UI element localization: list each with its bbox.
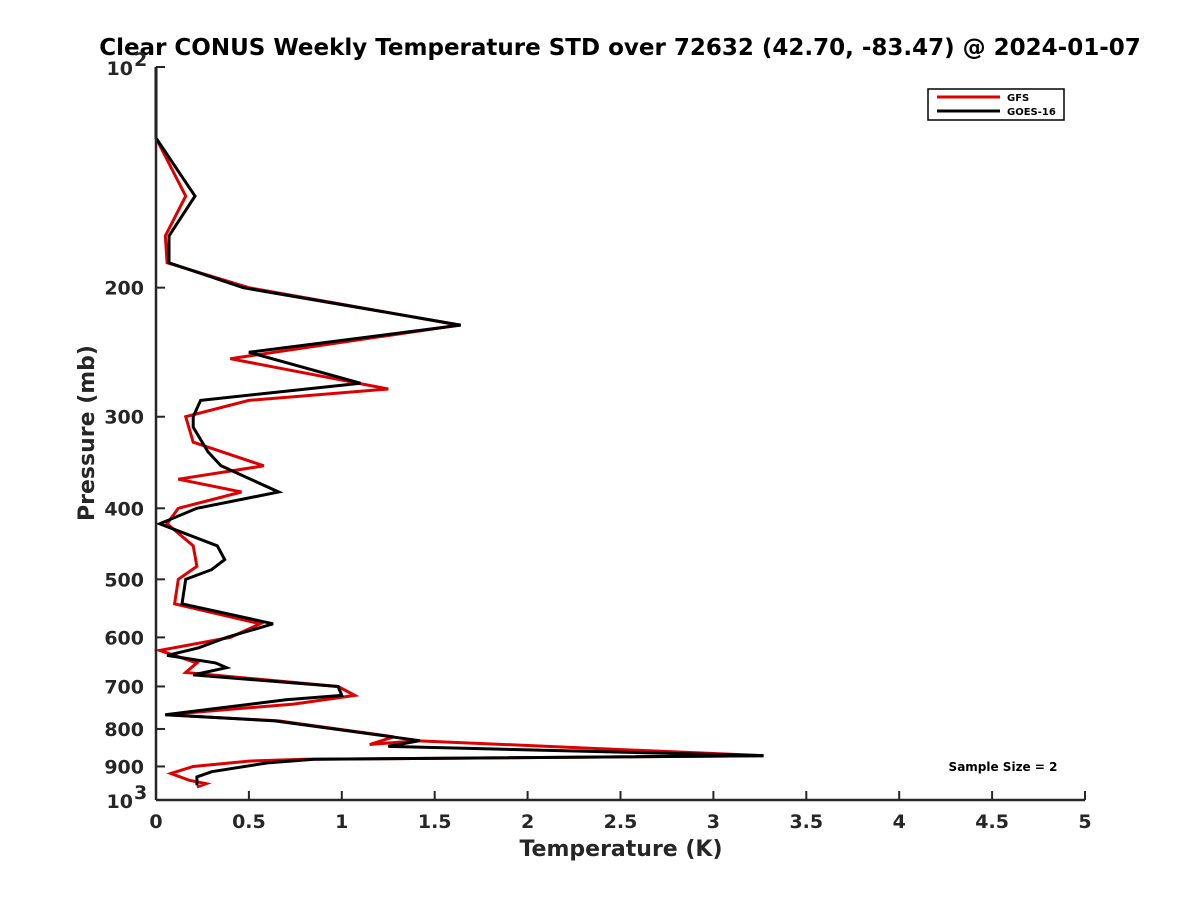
x-tick-label: 3 — [707, 811, 720, 833]
y-tick-label: 600 — [104, 627, 144, 649]
plot-lines — [153, 67, 764, 789]
y-tick-label: 900 — [104, 756, 144, 778]
x-tick-label: 0.5 — [232, 811, 266, 833]
x-tick-label: 5 — [1078, 811, 1091, 833]
y-tick-label: 800 — [104, 719, 144, 741]
axes — [154, 67, 1085, 802]
x-tick-label: 1.5 — [418, 811, 452, 833]
x-tick-label: 3.5 — [789, 811, 823, 833]
legend-label-0: GFS — [1007, 93, 1029, 104]
y-tick-label-exponent: 3 — [134, 782, 147, 804]
legend-box — [927, 88, 1065, 121]
sample-size-annotation: Sample Size = 2 — [949, 760, 1058, 774]
x-tick-label: 4.5 — [975, 811, 1009, 833]
y-tick-label: 500 — [104, 569, 144, 591]
legend-label-1: GOES-16 — [1007, 107, 1056, 118]
y-tick-label: 400 — [104, 498, 144, 520]
y-tick-label: 200 — [104, 278, 144, 300]
y-tick-label: 700 — [104, 676, 144, 698]
y-tick-label-base: 10 — [107, 791, 133, 813]
y-axis-label: Pressure (mb) — [75, 345, 100, 521]
x-tick-label: 4 — [893, 811, 906, 833]
y-tick-label-exponent: 2 — [134, 49, 147, 71]
legend: GFS GOES-16 — [927, 88, 1065, 121]
x-tick-label: 2 — [521, 811, 534, 833]
x-tick-label: 2.5 — [604, 811, 638, 833]
x-ticks: 0 0.5 1 1.5 2 2.5 3 3.5 4 4.5 5 — [149, 791, 1092, 833]
y-tick-label: 300 — [104, 407, 144, 429]
chart-title: Clear CONUS Weekly Temperature STD over … — [99, 35, 1141, 61]
y-tick-label-base: 10 — [107, 58, 133, 80]
x-tick-label: 0 — [149, 811, 162, 833]
series-line-1 — [154, 67, 764, 786]
x-axis-label: Temperature (K) — [519, 837, 722, 862]
x-tick-label: 1 — [335, 811, 348, 833]
